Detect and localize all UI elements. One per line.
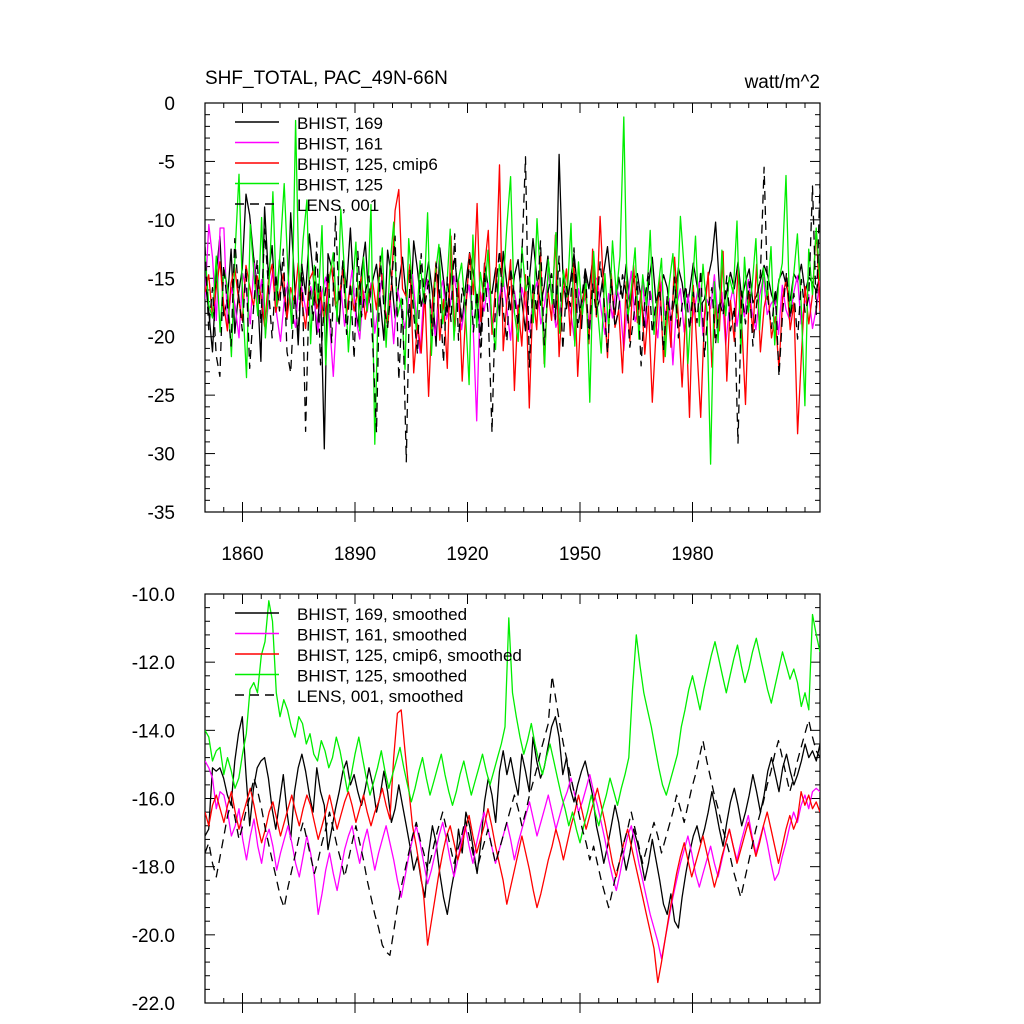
chart-title: SHF_TOTAL, PAC_49N-66N (205, 68, 448, 89)
y-tick-label: -15 (148, 269, 175, 290)
legend-label: BHIST, 169 (297, 114, 383, 133)
legend-label: BHIST, 169, smoothed (297, 605, 467, 624)
y-tick-label: -20.0 (132, 926, 175, 947)
legend-label: BHIST, 161 (297, 135, 383, 154)
y-tick-label: -12.0 (132, 653, 175, 674)
series-line-4 (205, 116, 820, 465)
x-tick-label: 1950 (559, 544, 601, 565)
series-line-3 (205, 709, 820, 984)
legend-label: BHIST, 125, smoothed (297, 667, 467, 686)
series-line-2 (205, 760, 820, 960)
y-tick-label: -10 (148, 211, 175, 232)
y-tick-label: -10.0 (132, 585, 175, 606)
y-tick-label: -22.0 (132, 994, 175, 1015)
y-tick-label: -25 (148, 386, 175, 407)
x-tick-label: 1980 (671, 544, 713, 565)
y-tick-label: -18.0 (132, 858, 175, 879)
series-line-5 (205, 156, 820, 463)
legend-label: BHIST, 125, cmip6 (297, 155, 438, 174)
series-line-1 (205, 153, 820, 450)
x-tick-label: 1860 (221, 544, 263, 565)
y-tick-label: -14.0 (132, 721, 175, 742)
series-line-1 (205, 716, 820, 929)
series-line-3 (205, 164, 820, 435)
series-line-5 (205, 675, 820, 956)
series-line-4 (205, 600, 820, 844)
y-tick-label: -30 (148, 445, 175, 466)
legend-label: BHIST, 161, smoothed (297, 626, 467, 645)
chart-units: watt/m^2 (744, 72, 820, 93)
top-panel: 1860 1890 1920 1950 1980 0 -5 -10 -15 -20 -25 -30 -3… (148, 94, 821, 565)
x-tick-label: 1920 (446, 544, 488, 565)
x-tick-label: 1890 (334, 544, 376, 565)
legend-label: BHIST, 125 (297, 176, 383, 195)
y-tick-label: -16.0 (132, 790, 175, 811)
y-tick-label: -35 (148, 503, 175, 524)
legend-label: BHIST, 125, cmip6, smoothed (297, 646, 522, 665)
bottom-panel: -10.0 -12.0 -14.0 -16.0 -18.0 -20.0 -22.0 BHIST… (132, 585, 821, 1015)
legend-label: LENS, 001 (297, 196, 379, 215)
y-tick-label: -20 (148, 328, 175, 349)
y-tick-label: -5 (158, 152, 175, 173)
y-tick-label: 0 (164, 94, 175, 115)
legend-label: LENS, 001, smoothed (297, 687, 463, 706)
